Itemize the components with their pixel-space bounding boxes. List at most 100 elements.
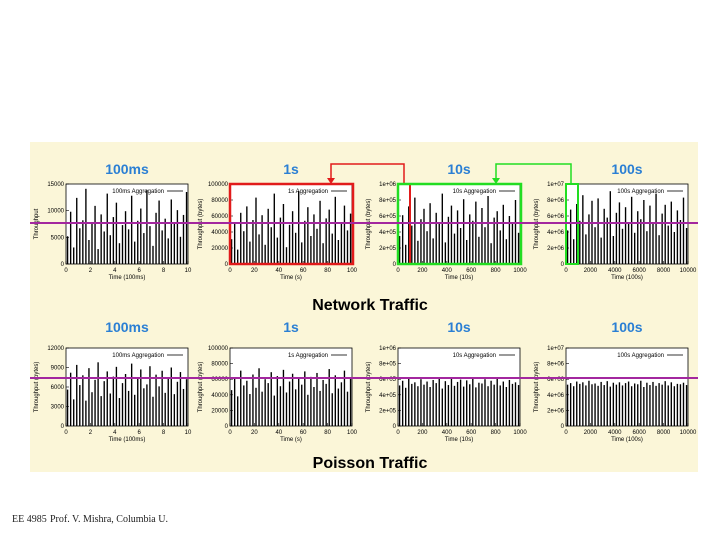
bar bbox=[499, 385, 501, 426]
bar bbox=[301, 242, 303, 264]
bar bbox=[240, 212, 242, 264]
chart-title: 100ms bbox=[105, 319, 149, 335]
bar bbox=[591, 200, 593, 264]
bar bbox=[325, 218, 327, 264]
plot-frame bbox=[65, 347, 189, 427]
bar bbox=[82, 375, 84, 426]
bar bbox=[456, 210, 459, 264]
x-tick-label: 80 bbox=[324, 268, 331, 274]
chart-title: 100ms bbox=[105, 161, 149, 177]
y-tick-label: 1e+06 bbox=[379, 346, 397, 352]
bar bbox=[588, 214, 590, 264]
y-tick-label: 12000 bbox=[47, 346, 64, 352]
bar bbox=[450, 205, 453, 264]
bar bbox=[103, 381, 105, 426]
bar bbox=[667, 385, 669, 426]
bar bbox=[462, 386, 465, 426]
y-tick-label: 60000 bbox=[211, 214, 228, 220]
bar bbox=[288, 224, 291, 264]
bar bbox=[447, 385, 450, 426]
bar bbox=[673, 386, 676, 426]
bar bbox=[685, 385, 688, 426]
bar bbox=[634, 232, 636, 264]
bar bbox=[600, 237, 602, 264]
bar bbox=[176, 381, 179, 426]
bar bbox=[127, 390, 130, 426]
y-tick-label: 0 bbox=[225, 424, 229, 430]
x-tick-label: 0 bbox=[396, 430, 400, 436]
bar bbox=[109, 393, 111, 426]
y-tick-label: 3000 bbox=[51, 405, 65, 411]
bar bbox=[450, 378, 453, 426]
bar bbox=[134, 394, 136, 426]
bar bbox=[273, 193, 275, 264]
y-tick-label: 8e+06 bbox=[547, 198, 565, 204]
bar bbox=[426, 381, 428, 426]
bar bbox=[155, 374, 157, 426]
y-tick-label: 0 bbox=[61, 424, 65, 430]
bar bbox=[609, 191, 611, 264]
bar bbox=[655, 385, 657, 426]
bar bbox=[408, 378, 410, 426]
bar bbox=[472, 378, 474, 426]
y-tick-label: 100000 bbox=[208, 182, 229, 188]
y-tick-label: 1e+07 bbox=[547, 182, 565, 188]
bar bbox=[91, 392, 93, 426]
bar bbox=[267, 208, 269, 264]
bar bbox=[670, 201, 672, 264]
bar bbox=[252, 374, 254, 426]
y-tick-label: 0 bbox=[393, 424, 397, 430]
bar bbox=[134, 241, 136, 264]
bar bbox=[603, 385, 605, 426]
y-axis-label: Throughput (bytes) bbox=[198, 362, 204, 413]
bar bbox=[640, 380, 642, 426]
bar bbox=[423, 384, 425, 426]
bar bbox=[301, 384, 303, 426]
bar bbox=[310, 376, 312, 426]
bar bbox=[475, 201, 477, 264]
bar bbox=[307, 207, 309, 264]
legend-label: 1s Aggregation bbox=[288, 189, 328, 195]
bar bbox=[140, 208, 142, 264]
arrowhead-red bbox=[327, 178, 335, 184]
bar bbox=[109, 235, 111, 264]
bar bbox=[149, 226, 151, 264]
bar bbox=[146, 384, 148, 426]
bar bbox=[649, 205, 651, 264]
bar bbox=[496, 378, 498, 426]
y-tick-label: 20000 bbox=[211, 408, 228, 414]
bar bbox=[401, 215, 404, 264]
y-tick-label: 80000 bbox=[211, 198, 228, 204]
bar bbox=[603, 208, 605, 264]
bar bbox=[121, 383, 124, 426]
y-tick-label: 0 bbox=[225, 262, 229, 268]
bar bbox=[438, 377, 440, 426]
bar bbox=[233, 222, 236, 264]
bar bbox=[621, 385, 624, 426]
bar bbox=[475, 387, 477, 426]
bar bbox=[414, 197, 416, 264]
bar bbox=[408, 206, 410, 264]
bar bbox=[328, 209, 330, 264]
bar bbox=[346, 230, 349, 264]
bar bbox=[481, 208, 483, 264]
bar bbox=[173, 222, 176, 264]
bar bbox=[618, 382, 621, 426]
bar bbox=[270, 372, 272, 426]
bar bbox=[652, 381, 654, 426]
bar bbox=[103, 231, 105, 264]
y-tick-label: 4e+05 bbox=[379, 393, 397, 399]
x-tick-label: 6000 bbox=[633, 268, 647, 274]
x-tick-label: 1000 bbox=[513, 430, 527, 436]
bar bbox=[118, 243, 121, 264]
bar bbox=[270, 227, 272, 264]
x-tick-label: 200 bbox=[417, 268, 428, 274]
bar bbox=[429, 203, 431, 264]
bar bbox=[511, 383, 514, 426]
bar bbox=[282, 369, 285, 426]
bar bbox=[106, 193, 108, 264]
bar bbox=[398, 236, 401, 264]
bar bbox=[459, 228, 462, 264]
